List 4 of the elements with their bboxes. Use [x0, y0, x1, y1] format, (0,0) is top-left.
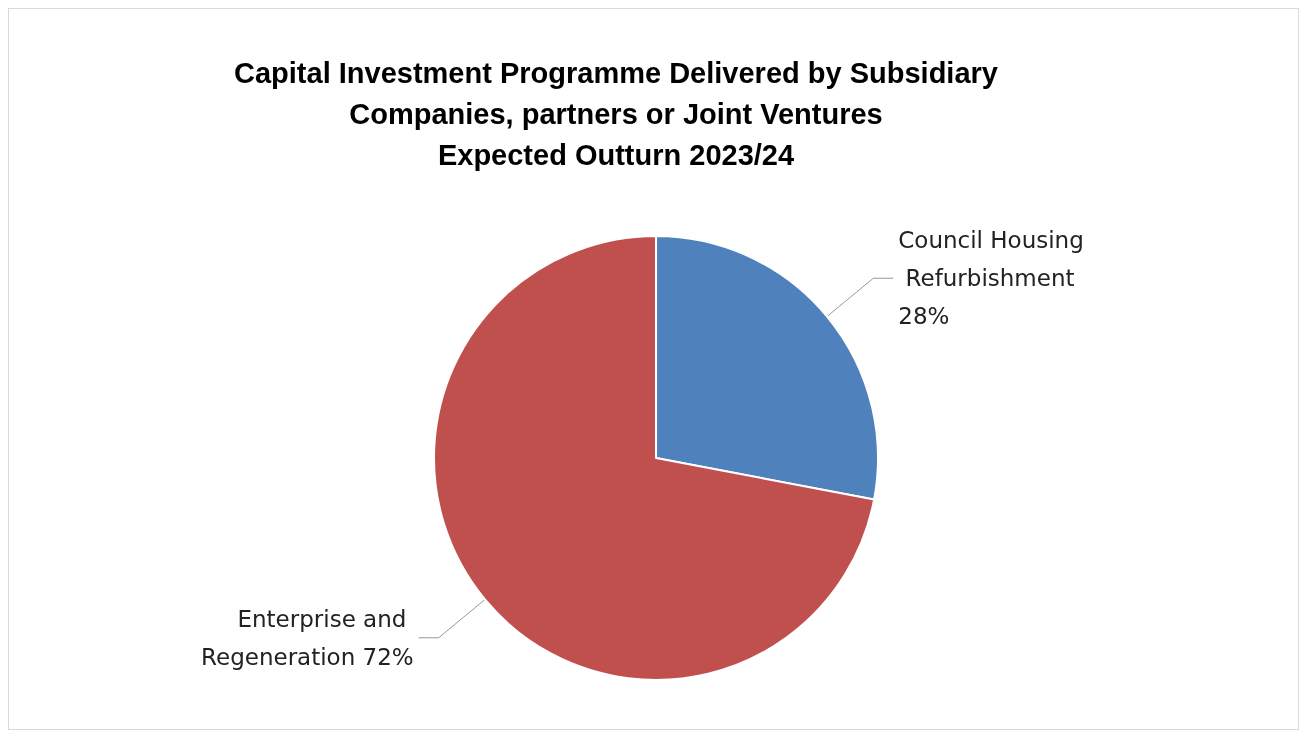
slice-label: Council Housing Refurbishment [898, 227, 1084, 292]
slice-label: Enterprise and Regeneration 72% [201, 605, 414, 670]
chart-title: Capital Investment Programme Delivered by Subsidiary Companies, partners or Joint Ventures Expected Outturn 2023/24 [234, 56, 998, 171]
data-label: 28% [898, 303, 950, 330]
